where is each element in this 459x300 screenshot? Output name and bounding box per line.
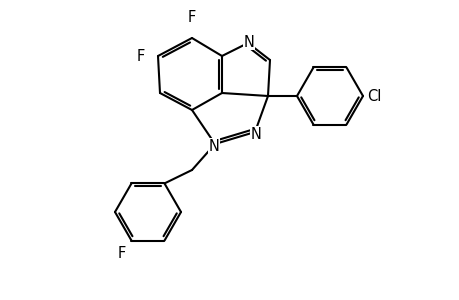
Text: N: N bbox=[208, 139, 219, 154]
Text: N: N bbox=[243, 34, 254, 50]
Text: F: F bbox=[136, 49, 145, 64]
Text: N: N bbox=[250, 127, 261, 142]
Text: Cl: Cl bbox=[366, 88, 381, 104]
Text: F: F bbox=[187, 10, 196, 25]
Text: F: F bbox=[117, 246, 125, 261]
